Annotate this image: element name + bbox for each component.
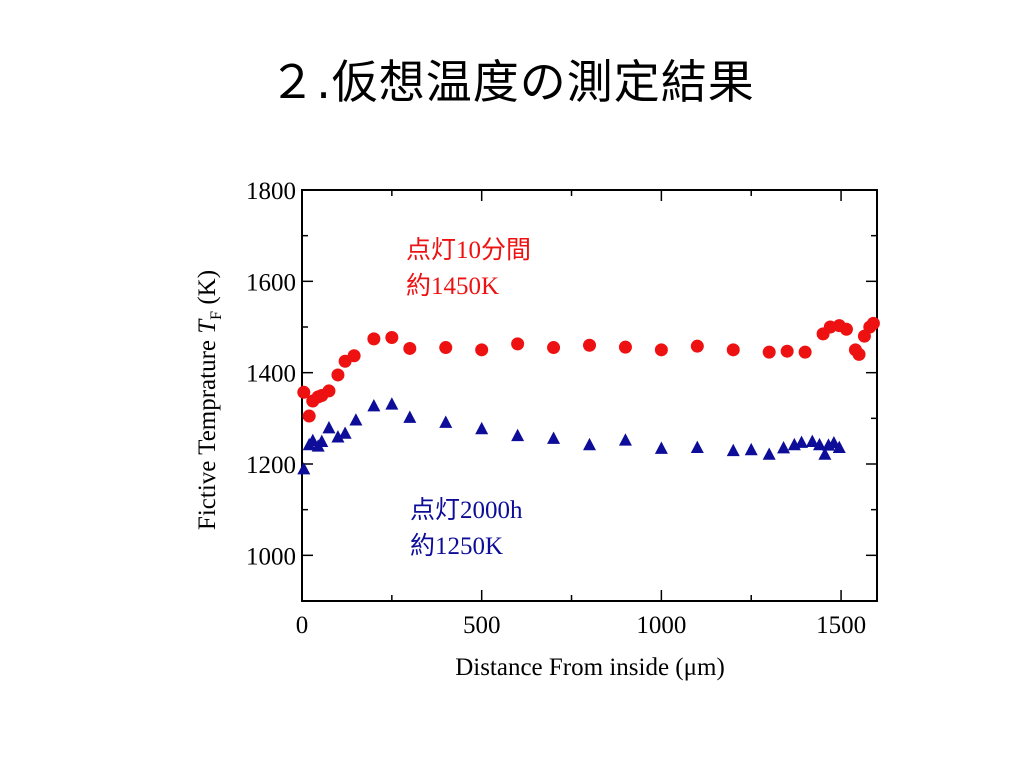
data-point-triangle — [832, 440, 846, 453]
data-point-circle — [618, 340, 632, 354]
y-axis-label-unit: (K) — [194, 270, 221, 311]
data-point-triangle — [813, 437, 826, 451]
data-point-circle — [690, 339, 704, 353]
data-point-triangle — [777, 441, 791, 454]
x-axis-label: Distance From inside (μm) — [455, 654, 725, 681]
y-axis-label-variable: T — [194, 318, 221, 334]
data-point-circle — [798, 345, 812, 359]
slide-title: ２.仮想温度の測定結果 — [269, 55, 755, 109]
data-point-triangle — [315, 434, 329, 448]
data-point-circle — [654, 343, 668, 357]
data-point-circle — [583, 338, 596, 352]
y-axis-label-subscript: F — [208, 311, 225, 320]
data-point-circle — [547, 341, 561, 355]
data-point-triangle — [726, 443, 740, 457]
series-blue-annotation-line1: 点灯2000h — [410, 496, 523, 524]
data-point-triangle — [367, 399, 381, 412]
data-point-circle — [297, 385, 311, 399]
data-point-triangle — [306, 433, 320, 447]
x-tick-label: 1500 — [816, 612, 866, 639]
data-point-triangle — [744, 442, 758, 456]
data-point-triangle — [331, 430, 345, 443]
ticks: 0 500 1000 1500 1000 1200 1400 1600 1800 — [246, 178, 877, 639]
data-point-circle — [347, 349, 361, 363]
data-point-circle — [839, 322, 853, 336]
data-point-circle — [302, 409, 316, 423]
data-point-circle — [780, 344, 794, 358]
data-point-triangle — [403, 410, 417, 423]
data-point-circle — [322, 384, 336, 398]
y-tick-label: 1200 — [246, 452, 296, 479]
data-point-circle — [726, 343, 740, 357]
data-point-triangle — [795, 435, 809, 448]
y-tick-label: 1000 — [246, 543, 296, 570]
series-1-marks — [297, 397, 846, 475]
series-0-marks — [297, 316, 880, 423]
plot-frame — [301, 189, 878, 602]
x-tick-label: 500 — [463, 612, 501, 639]
data-point-triangle — [583, 437, 596, 451]
y-axis-label: Fictive Temprature TF (K) — [194, 270, 225, 530]
y-tick-label: 1600 — [246, 269, 296, 296]
data-point-circle — [367, 332, 381, 346]
x-tick-label: 1000 — [636, 612, 686, 639]
data-point-circle — [475, 343, 489, 357]
data-point-triangle — [547, 431, 561, 444]
data-point-triangle — [338, 426, 352, 439]
data-point-triangle — [805, 434, 819, 448]
series-red-annotation-line2: 約1450K — [406, 272, 499, 300]
data-point-triangle — [690, 440, 704, 453]
series-red-annotation-line1: 点灯10分間 — [406, 236, 531, 264]
x-tick-label: 0 — [296, 612, 309, 639]
data-point-triangle — [618, 433, 632, 446]
data-point-triangle — [818, 447, 832, 460]
data-point-triangle — [511, 428, 525, 442]
data-point-circle — [403, 341, 417, 355]
data-point-triangle — [475, 421, 489, 435]
y-axis-label-main: Fictive Temprature — [194, 334, 221, 530]
data-point-triangle — [349, 413, 363, 426]
data-point-triangle — [297, 462, 311, 475]
data-point-circle — [852, 347, 866, 361]
data-point-triangle — [654, 441, 668, 454]
data-point-circle — [385, 331, 399, 345]
axes — [301, 189, 878, 602]
data-point-triangle — [439, 415, 453, 428]
data-point-circle — [439, 341, 453, 355]
data-point-triangle — [322, 420, 336, 434]
data-point-circle — [866, 316, 880, 330]
data-marks — [297, 316, 880, 475]
y-tick-label: 1400 — [246, 361, 296, 388]
data-point-triangle — [762, 447, 776, 460]
data-point-triangle — [385, 397, 399, 410]
data-point-circle — [511, 337, 525, 351]
data-point-circle — [331, 368, 345, 382]
data-point-circle — [762, 345, 776, 359]
y-tick-label: 1800 — [246, 178, 296, 205]
series-blue-annotation-line2: 約1250K — [410, 532, 503, 560]
